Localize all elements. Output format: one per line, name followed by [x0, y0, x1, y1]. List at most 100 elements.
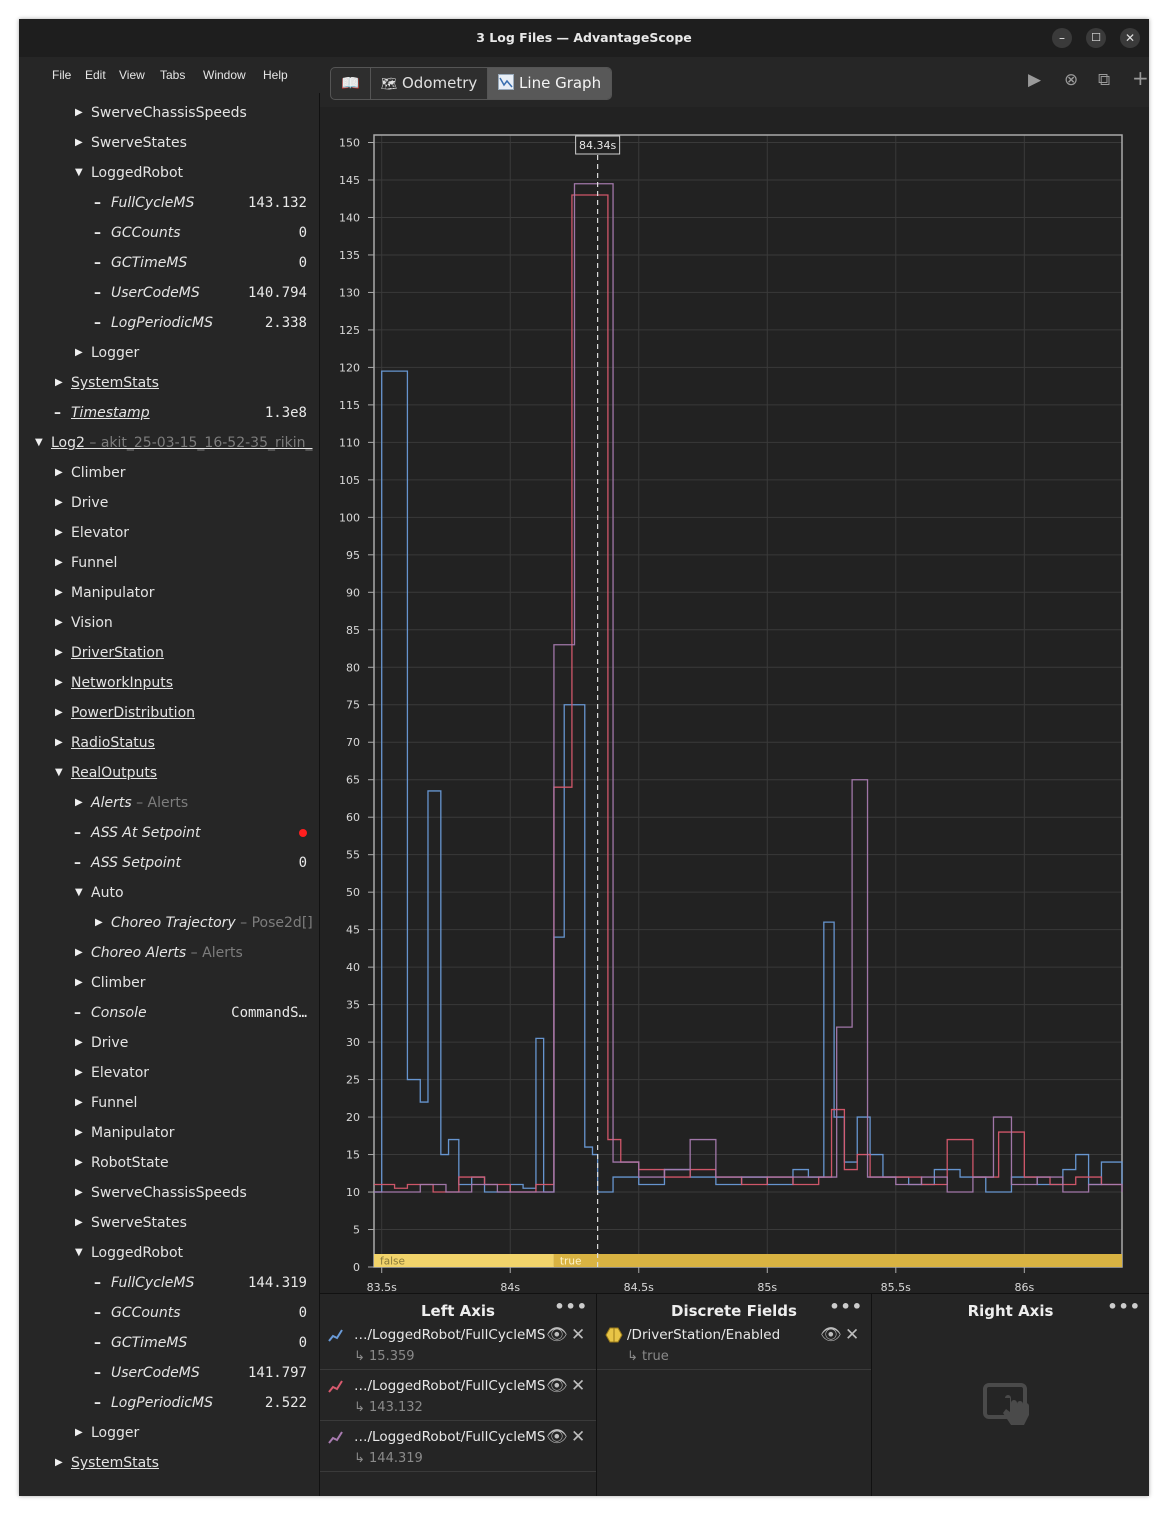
- menu-window[interactable]: Window: [203, 68, 246, 82]
- tree-row[interactable]: ▶ SwerveStates: [19, 1208, 319, 1238]
- remove-field-icon[interactable]: ✕: [571, 1325, 586, 1345]
- log-field-tree[interactable]: ▶ RobotState ▶ SwerveChassisSpeeds ▶ SwerveSt…: [19, 93, 320, 1496]
- collapsed-triangle-icon[interactable]: ▶: [75, 1097, 83, 1108]
- tree-row[interactable]: ▶ SwerveChassisSpeeds: [19, 1178, 319, 1208]
- tree-row[interactable]: ▶ SystemStats: [19, 368, 319, 398]
- remove-field-icon[interactable]: ✕: [845, 1325, 860, 1345]
- tree-row[interactable]: ▶ Funnel: [19, 548, 319, 578]
- tree-row[interactable]: ▶ Elevator: [19, 518, 319, 548]
- discrete-field[interactable]: /DriverStation/Enabled ↳ true 👁 ✕: [597, 1319, 871, 1370]
- eye-icon[interactable]: 👁: [546, 1376, 568, 1396]
- collapsed-triangle-icon[interactable]: ▶: [55, 587, 63, 598]
- menu-view[interactable]: View: [119, 68, 145, 82]
- collapsed-triangle-icon[interactable]: ▶: [75, 977, 83, 988]
- close-button[interactable]: ✕: [1120, 28, 1140, 48]
- left-axis-panel[interactable]: Left Axis ••• …/LoggedRobot/FullCycleMS …: [320, 1294, 597, 1496]
- right-axis-panel[interactable]: Right Axis •••: [872, 1294, 1149, 1496]
- popout-icon[interactable]: ⧉: [1098, 70, 1111, 90]
- tree-row[interactable]: ▶ Vision: [19, 608, 319, 638]
- left-axis-field[interactable]: …/LoggedRobot/FullCycleMS ↳ 143.132 👁 ✕: [320, 1370, 596, 1421]
- left-axis-menu-button[interactable]: •••: [554, 1297, 588, 1316]
- left-axis-field[interactable]: …/LoggedRobot/FullCycleMS ↳ 144.319 👁 ✕: [320, 1421, 596, 1472]
- collapsed-triangle-icon[interactable]: ▶: [55, 557, 63, 568]
- collapsed-triangle-icon[interactable]: ▶: [55, 707, 63, 718]
- menu-help[interactable]: Help: [263, 68, 288, 82]
- tree-row[interactable]: ▶ Climber: [19, 968, 319, 998]
- collapsed-triangle-icon[interactable]: ▶: [75, 797, 83, 808]
- line-graph-svg[interactable]: 0 5 10 15 20 25 30 35 40 45 50 55 60 65 70 75 80 85 90 95 10…: [320, 107, 1149, 1294]
- collapsed-triangle-icon[interactable]: ▶: [75, 1157, 83, 1168]
- tree-row[interactable]: – UserCodeMS 140.794: [19, 278, 319, 308]
- tree-row[interactable]: ▼ RealOutputs: [19, 758, 319, 788]
- tree-row[interactable]: ▶ Funnel: [19, 1088, 319, 1118]
- play-icon[interactable]: ▶: [1028, 70, 1042, 90]
- tree-row[interactable]: – GCTimeMS 0: [19, 1328, 319, 1358]
- discrete-fields-panel[interactable]: Discrete Fields ••• /DriverStation/Enabl…: [597, 1294, 872, 1496]
- collapsed-triangle-icon[interactable]: ▶: [75, 1067, 83, 1078]
- expanded-triangle-icon[interactable]: ▼: [75, 1247, 83, 1258]
- collapsed-triangle-icon[interactable]: ▶: [75, 1427, 83, 1438]
- collapsed-triangle-icon[interactable]: ▶: [55, 617, 63, 628]
- tree-row[interactable]: – FullCycleMS 144.319: [19, 1268, 319, 1298]
- menu-file[interactable]: File: [52, 68, 72, 82]
- collapsed-triangle-icon[interactable]: ▶: [55, 377, 63, 388]
- tree-row[interactable]: ▶ Choreo Trajectory – Pose2d[]: [19, 908, 319, 938]
- tree-row[interactable]: – ASS At Setpoint: [19, 818, 319, 848]
- eye-icon[interactable]: 👁: [546, 1325, 568, 1345]
- tree-row[interactable]: ▶ Drive: [19, 488, 319, 518]
- close-circle-icon[interactable]: ⊗: [1064, 70, 1079, 90]
- expanded-triangle-icon[interactable]: ▼: [75, 167, 83, 178]
- tab-odometry[interactable]: 🗺 Odometry: [371, 68, 489, 99]
- tree-row[interactable]: ▶ Elevator: [19, 1058, 319, 1088]
- tree-row[interactable]: ▶ Drive: [19, 1028, 319, 1058]
- maximize-button[interactable]: ☐: [1086, 28, 1106, 48]
- eye-icon[interactable]: 👁: [546, 1427, 568, 1447]
- collapsed-triangle-icon[interactable]: ▶: [55, 497, 63, 508]
- tree-row[interactable]: ▶ DriverStation: [19, 638, 319, 668]
- remove-field-icon[interactable]: ✕: [571, 1376, 586, 1396]
- collapsed-triangle-icon[interactable]: ▶: [55, 647, 63, 658]
- tree-row[interactable]: – Console CommandS…: [19, 998, 319, 1028]
- menu-tabs[interactable]: Tabs: [160, 68, 186, 82]
- tree-row[interactable]: ▶ RobotState: [19, 1148, 319, 1178]
- collapsed-triangle-icon[interactable]: ▶: [75, 1217, 83, 1228]
- tree-row[interactable]: ▶ PowerDistribution: [19, 698, 319, 728]
- tree-row[interactable]: ▶ Choreo Alerts – Alerts: [19, 938, 319, 968]
- expanded-triangle-icon[interactable]: ▼: [75, 887, 83, 898]
- tree-row[interactable]: ▶ SwerveStates: [19, 128, 319, 158]
- tree-row[interactable]: – FullCycleMS 143.132: [19, 188, 319, 218]
- tree-row[interactable]: – GCCounts 0: [19, 218, 319, 248]
- remove-field-icon[interactable]: ✕: [571, 1427, 586, 1447]
- tab-line-graph[interactable]: Line Graph: [488, 68, 612, 99]
- tree-row[interactable]: – LogPeriodicMS 2.522: [19, 1388, 319, 1418]
- tree-row[interactable]: ▶ NetworkInputs: [19, 668, 319, 698]
- left-axis-field[interactable]: …/LoggedRobot/FullCycleMS ↳ 15.359 👁 ✕: [320, 1319, 596, 1370]
- tree-row[interactable]: – GCTimeMS 0: [19, 248, 319, 278]
- tree-row[interactable]: ▶ SwerveChassisSpeeds: [19, 98, 319, 128]
- collapsed-triangle-icon[interactable]: ▶: [95, 917, 103, 928]
- expanded-triangle-icon[interactable]: ▼: [55, 767, 63, 778]
- collapsed-triangle-icon[interactable]: ▶: [55, 737, 63, 748]
- tree-row[interactable]: ▶ Logger: [19, 1418, 319, 1448]
- minimize-button[interactable]: –: [1052, 28, 1072, 48]
- tree-row[interactable]: – UserCodeMS 141.797: [19, 1358, 319, 1388]
- tree-row[interactable]: ▶ Alerts – Alerts: [19, 788, 319, 818]
- tree-row[interactable]: ▶ Manipulator: [19, 1118, 319, 1148]
- right-axis-menu-button[interactable]: •••: [1107, 1297, 1141, 1316]
- collapsed-triangle-icon[interactable]: ▶: [75, 347, 83, 358]
- line-graph[interactable]: 0 5 10 15 20 25 30 35 40 45 50 55 60 65 70 75 80 85 90 95 10…: [320, 107, 1149, 1294]
- tree-row[interactable]: ▶ RadioStatus: [19, 728, 319, 758]
- tree-row[interactable]: – ASS Setpoint 0: [19, 848, 319, 878]
- collapsed-triangle-icon[interactable]: ▶: [55, 467, 63, 478]
- tree-row[interactable]: ▼ LoggedRobot: [19, 158, 319, 188]
- collapsed-triangle-icon[interactable]: ▶: [75, 137, 83, 148]
- tree-row[interactable]: ▶ Climber: [19, 458, 319, 488]
- tree-row[interactable]: ▶ SystemStats: [19, 1448, 319, 1478]
- menu-edit[interactable]: Edit: [85, 68, 106, 82]
- collapsed-triangle-icon[interactable]: ▶: [55, 527, 63, 538]
- tree-row[interactable]: ▼ LoggedRobot: [19, 1238, 319, 1268]
- expanded-triangle-icon[interactable]: ▼: [35, 437, 43, 448]
- tree-row[interactable]: – Timestamp 1.3e8: [19, 398, 319, 428]
- tree-row[interactable]: ▶ Manipulator: [19, 578, 319, 608]
- tree-row[interactable]: ▶ Logger: [19, 338, 319, 368]
